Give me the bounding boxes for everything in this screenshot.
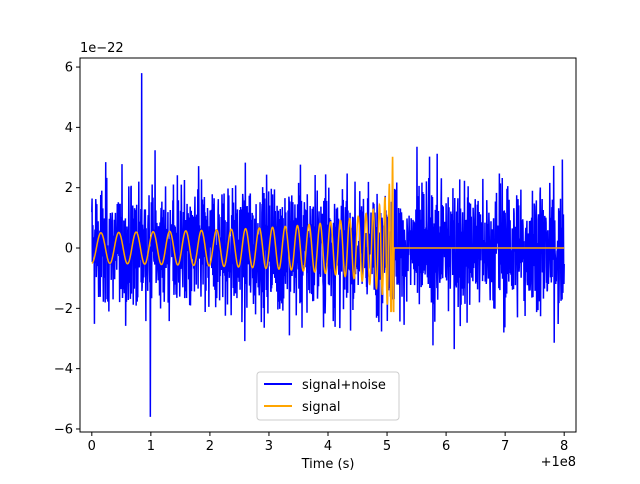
x-tick-label-5: 5 xyxy=(383,439,391,454)
x-tick-label-0: 0 xyxy=(88,439,96,454)
y-tick-label-2: −2 xyxy=(54,302,73,317)
x-tick-label-1: 1 xyxy=(147,439,155,454)
x-tick-label-7: 7 xyxy=(501,439,509,454)
x-tick-label-6: 6 xyxy=(442,439,450,454)
y-tick-label-3: 0 xyxy=(65,242,73,257)
x-tick-label-8: 8 xyxy=(560,439,568,454)
x-axis-label: Time (s) xyxy=(301,457,355,472)
legend-label-signal-noise: signal+noise xyxy=(302,378,386,393)
series-line-signal xyxy=(91,156,565,313)
x-offset-label: +1e8 xyxy=(541,455,576,470)
legend-label-signal: signal xyxy=(302,400,340,415)
y-tick-label-6: 6 xyxy=(65,61,73,76)
y-tick-label-1: −4 xyxy=(54,362,73,377)
y-tick-label-4: 2 xyxy=(65,181,73,196)
x-tick-label-3: 3 xyxy=(265,439,273,454)
legend: signal+noise signal xyxy=(256,371,400,421)
y-tick-label-0: −6 xyxy=(54,422,73,437)
y-tick-label-5: 4 xyxy=(65,121,73,136)
legend-box xyxy=(256,371,400,421)
y-scale-label: 1e−22 xyxy=(80,41,124,56)
x-tick-label-4: 4 xyxy=(324,439,332,454)
x-tick-label-2: 2 xyxy=(206,439,214,454)
